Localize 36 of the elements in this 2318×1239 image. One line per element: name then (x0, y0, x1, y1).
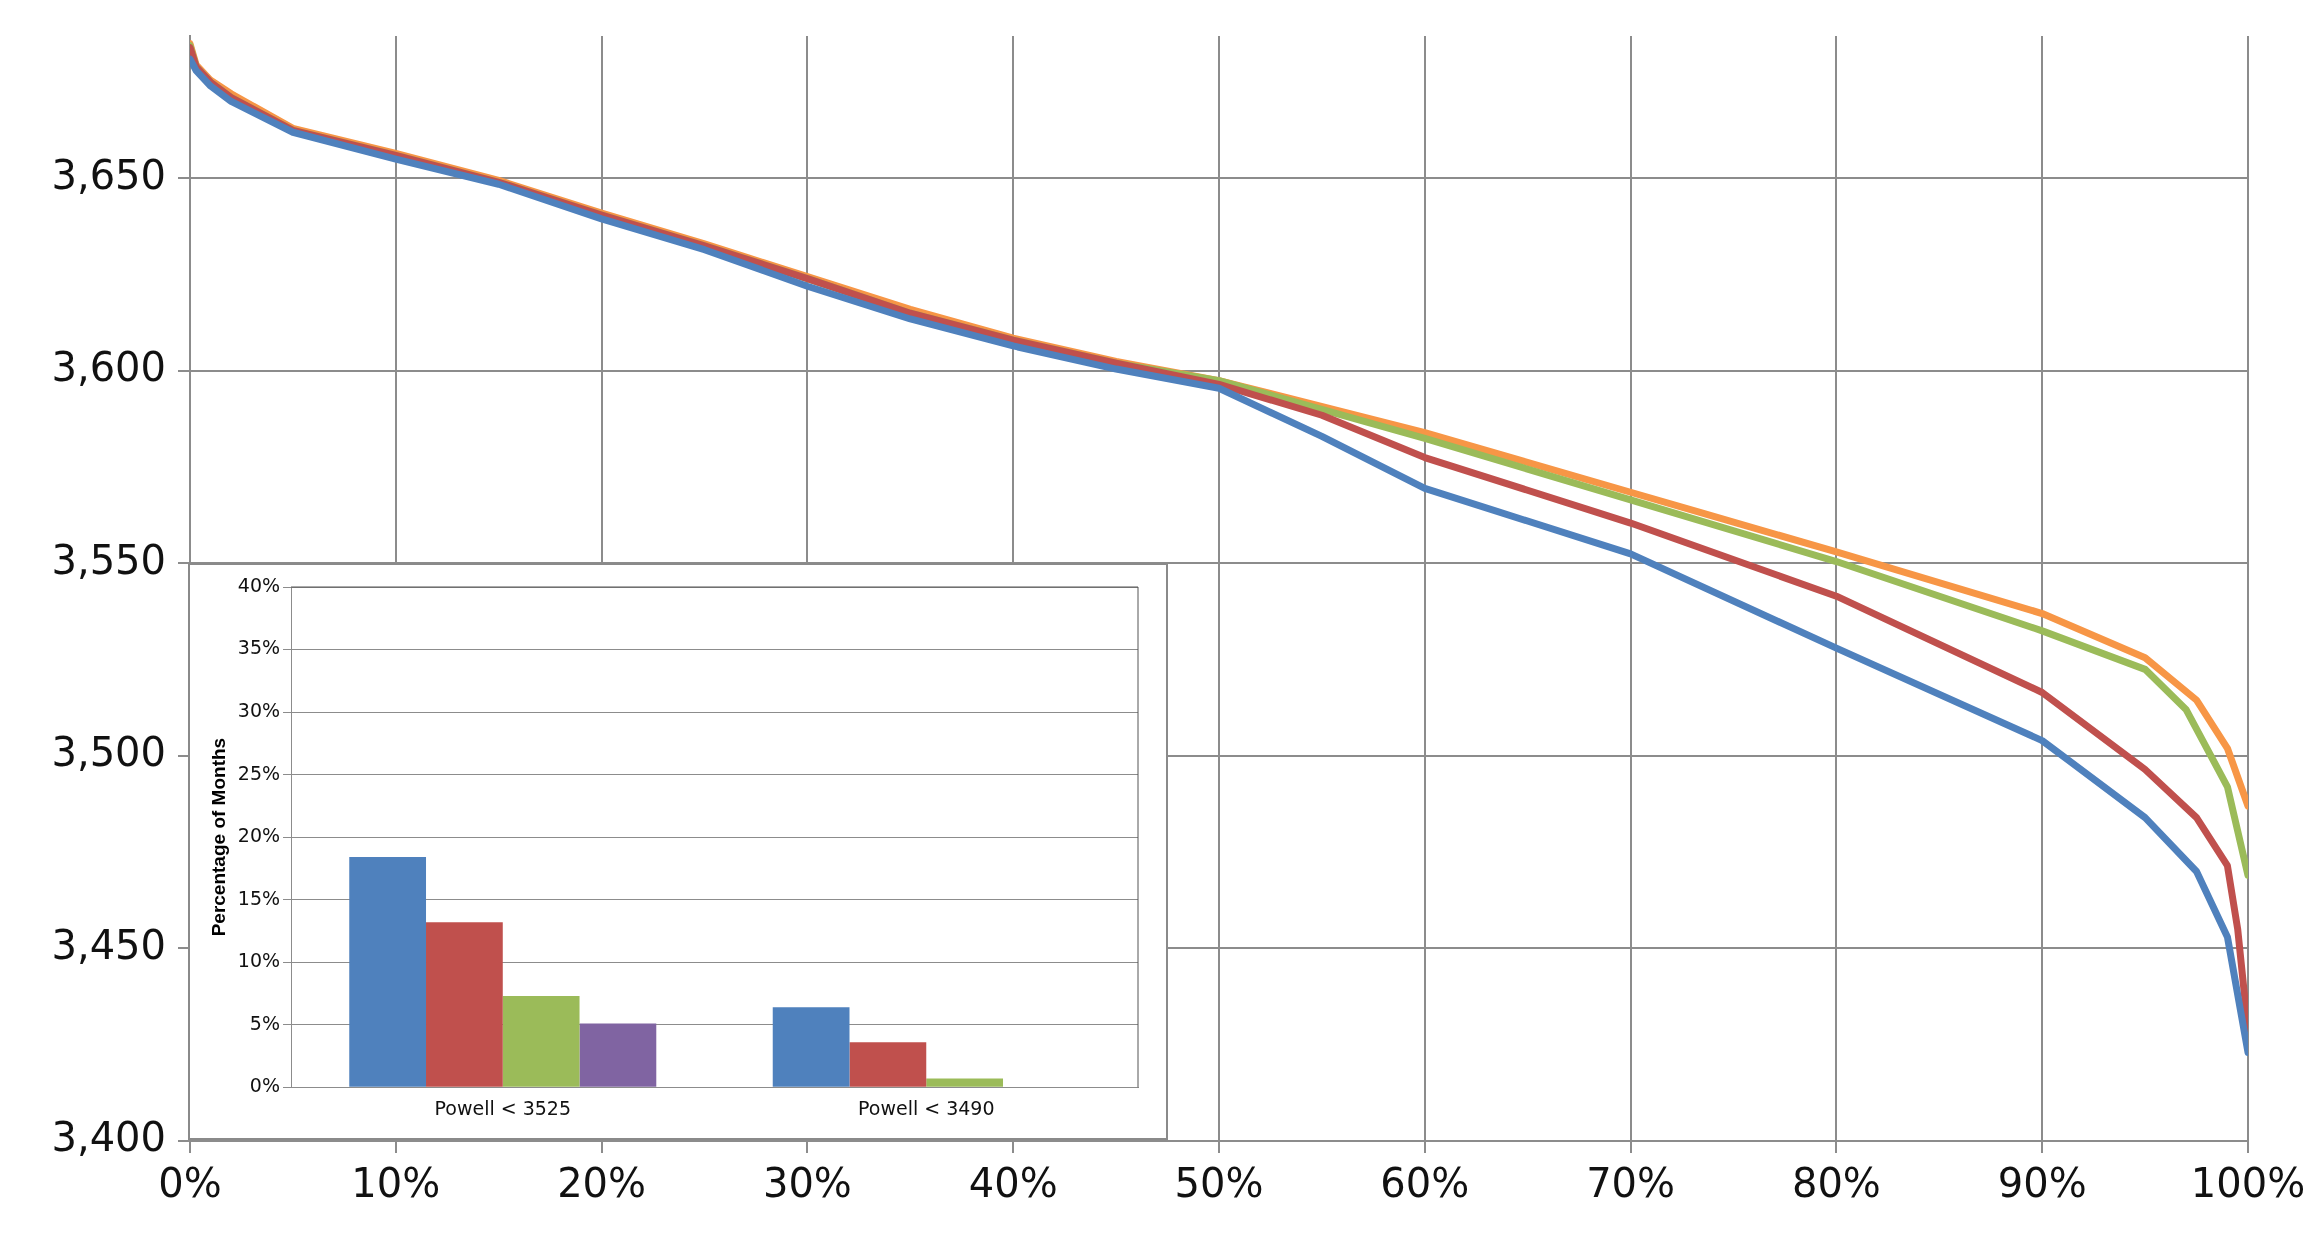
y-tick-label: 10% (237, 949, 281, 972)
x-tick-label: 10% (351, 1160, 441, 1207)
y-tick-label: 0% (249, 1074, 281, 1097)
bar (426, 922, 503, 1087)
x-tick-label: 90% (1997, 1160, 2087, 1207)
y-tick-label: 35% (237, 636, 281, 659)
y-tick-label: 25% (237, 761, 281, 784)
x-tick-label: 60% (1380, 1160, 1470, 1207)
x-tick-label: 80% (1791, 1160, 1881, 1207)
x-tick-label: Powell < 3525 (434, 1096, 572, 1119)
y-tick-label: 3,550 (51, 536, 166, 583)
bar (502, 995, 580, 1087)
y-tick-label: 3,600 (51, 344, 166, 391)
y-tick-label: 30% (237, 698, 281, 721)
y-tick-label: 5% (249, 1011, 281, 1034)
bar (772, 1007, 850, 1087)
x-tick-label: 0% (158, 1160, 222, 1207)
y-tick-label: 3,500 (51, 729, 166, 776)
y-tick-label: 3,400 (51, 1114, 166, 1161)
bar (926, 1078, 1004, 1087)
y-tick-label: 40% (237, 573, 281, 596)
x-tick-label: 20% (557, 1160, 647, 1207)
y-tick-label: 3,650 (51, 151, 166, 198)
x-tick-label: 50% (1174, 1160, 1264, 1207)
bar (579, 1023, 657, 1087)
x-tick-label: Powell < 3490 (857, 1096, 995, 1119)
y-tick-label: 3,450 (51, 921, 166, 968)
x-tick-label: 30% (762, 1160, 852, 1207)
y-axis-title: Percentage of Months (207, 737, 229, 937)
bar (349, 857, 427, 1087)
y-tick-label: 20% (237, 824, 281, 847)
bar (849, 1042, 927, 1087)
x-tick-label: 40% (968, 1160, 1058, 1207)
x-tick-label: 100% (2190, 1160, 2306, 1207)
x-tick-label: 70% (1586, 1160, 1676, 1207)
y-tick-label: 15% (237, 886, 281, 909)
